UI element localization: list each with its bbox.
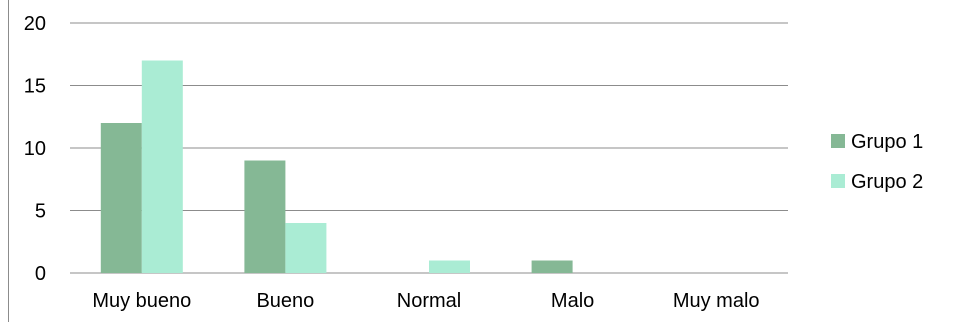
bar-2-3 [429,260,470,273]
bars [100,60,573,273]
legend-swatch [831,174,845,188]
bar-1-4 [531,260,573,273]
legend-swatch [831,134,845,148]
bar-1-2 [244,160,286,273]
frame-border [8,0,9,322]
legend-label: Grupo 1 [851,131,923,153]
y-tick-label: 0 [35,263,46,285]
bar-2-1 [141,60,183,273]
legend-label: Grupo 2 [851,171,923,193]
y-tick-label: 15 [24,76,46,98]
x-category-label: Bueno [256,290,314,312]
y-tick-label: 5 [35,201,46,223]
y-tick-label: 20 [24,13,46,35]
x-category-label: Malo [551,290,594,312]
x-category-label: Muy bueno [92,290,191,312]
legend: Grupo 1 Grupo 2 [831,131,923,193]
bar-1-1 [100,123,142,273]
bar-2-2 [285,223,327,273]
x-category-label: Muy malo [673,290,760,312]
x-axis-labels: Muy bueno Bueno Normal Malo Muy malo [92,290,759,312]
x-category-label: Normal [397,290,461,312]
y-tick-label: 10 [24,138,46,160]
y-axis-ticks: 0 5 10 15 20 [24,13,46,285]
